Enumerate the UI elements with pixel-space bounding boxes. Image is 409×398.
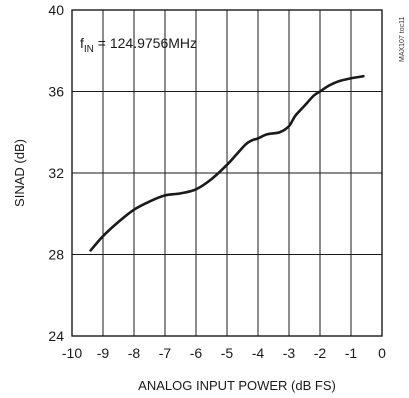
y-tick-label: 32 [48, 165, 64, 181]
y-tick-label: 36 [48, 84, 64, 100]
x-tick-label: -9 [97, 345, 110, 361]
y-tick-label: 40 [48, 2, 64, 18]
x-tick-label: -5 [221, 345, 234, 361]
x-tick-label: 0 [378, 345, 386, 361]
y-tick-label: 28 [48, 247, 64, 263]
x-tick-label: -10 [62, 345, 82, 361]
x-axis-label: ANALOG INPUT POWER (dB FS) [138, 378, 336, 393]
x-tick-label: -1 [345, 345, 358, 361]
annotation-subscript: IN [84, 44, 94, 55]
x-tick-label: -6 [190, 345, 203, 361]
plot-frame [71, 9, 383, 337]
y-axis-label: SINAD (dB) [12, 139, 27, 207]
x-tick-label: -8 [128, 345, 141, 361]
grid-layer [72, 10, 382, 336]
x-tick-label: -7 [159, 345, 172, 361]
x-tick-label: -2 [314, 345, 327, 361]
frequency-annotation: fIN = 124.9756MHz [80, 35, 197, 55]
annotation-prefix: f [80, 35, 84, 51]
x-tick-label: -3 [283, 345, 296, 361]
series-line [89, 74, 365, 252]
annotation-value: = 124.9756MHz [94, 35, 197, 51]
watermark-label: MAX107 toc11 [399, 16, 406, 62]
x-tick-label: -4 [252, 345, 265, 361]
y-tick-label: 24 [48, 328, 64, 344]
